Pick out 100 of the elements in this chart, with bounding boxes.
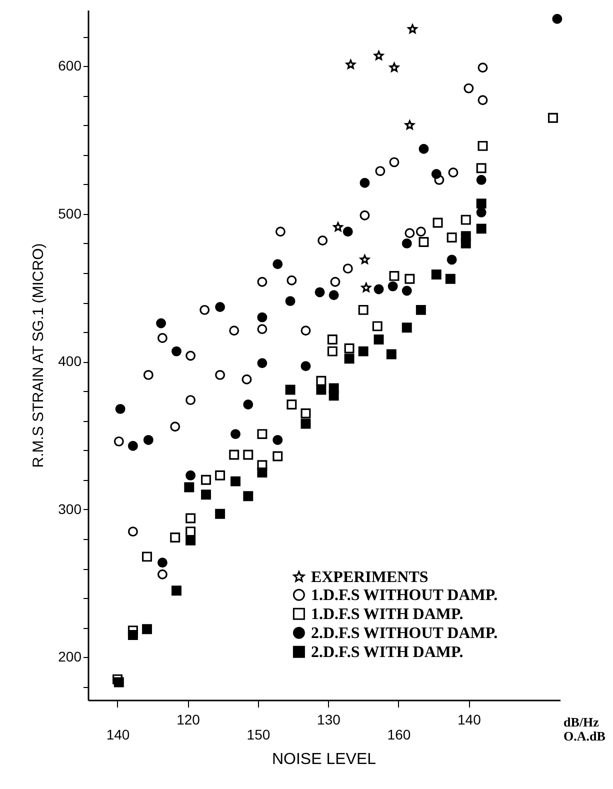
point [476, 224, 486, 234]
point [360, 254, 370, 264]
point [314, 287, 325, 298]
x-tick-label: 130 [317, 712, 341, 728]
point [242, 374, 252, 384]
point [333, 222, 343, 232]
point [143, 434, 154, 445]
point [184, 482, 194, 492]
point [464, 83, 474, 94]
point [142, 624, 152, 634]
point [478, 140, 488, 151]
point [157, 333, 168, 343]
point [358, 304, 368, 315]
point [327, 334, 338, 344]
point [416, 304, 426, 315]
point [318, 236, 328, 246]
point [328, 290, 339, 300]
point [215, 302, 226, 312]
point [446, 232, 457, 243]
point [445, 274, 456, 284]
y-tick-label: 400 [58, 353, 82, 370]
point [257, 358, 268, 368]
point [375, 166, 386, 176]
point [328, 383, 339, 394]
point [386, 349, 396, 360]
point [186, 350, 196, 361]
point [257, 467, 268, 478]
point [257, 429, 268, 440]
point [316, 384, 326, 395]
point [156, 318, 166, 328]
x2-axis-title: O.A.dB [564, 728, 606, 744]
point [215, 508, 226, 519]
point [327, 346, 338, 356]
point [186, 513, 196, 524]
point [172, 346, 182, 356]
point [374, 50, 384, 60]
x-tick-label: 140 [458, 712, 482, 728]
point [402, 238, 412, 248]
point [229, 326, 240, 336]
x2-tick-label: 140 [106, 726, 130, 742]
point [342, 264, 353, 274]
point [300, 408, 311, 418]
y-axis-title: R.M.S STRAIN AT SG.1 (MICRO) [30, 243, 48, 468]
point [286, 400, 297, 410]
point [389, 270, 400, 281]
point [215, 370, 226, 380]
point [460, 214, 471, 225]
legend-label: 1.D.F.S WITH DAMP. [310, 606, 464, 623]
point [374, 284, 384, 294]
point [142, 552, 152, 562]
point [476, 163, 486, 174]
point [143, 370, 154, 380]
point [416, 226, 426, 237]
point [460, 238, 471, 248]
point [389, 157, 400, 168]
x2-tick-label: 160 [387, 726, 411, 742]
point [157, 558, 168, 568]
point [408, 24, 418, 34]
point [446, 254, 457, 265]
point [201, 474, 211, 485]
y-tick-label: 300 [58, 500, 82, 517]
point [243, 491, 254, 502]
point [478, 95, 488, 106]
point [476, 207, 486, 218]
legend-label: 2.D.F.S WITH DAMP. [310, 644, 464, 661]
point [257, 276, 268, 287]
point [360, 178, 370, 188]
y-tick-label: 500 [58, 205, 82, 222]
point [342, 226, 353, 237]
point [114, 677, 124, 688]
y-tick-label: 200 [58, 648, 82, 665]
point [360, 210, 370, 220]
point [286, 275, 297, 286]
point [186, 470, 196, 480]
point [229, 450, 240, 460]
point [128, 526, 138, 537]
point [257, 324, 268, 334]
point [243, 400, 254, 410]
point [402, 286, 412, 296]
point [215, 470, 226, 480]
point [404, 120, 414, 130]
point [186, 526, 196, 537]
point [157, 569, 168, 580]
point [388, 281, 398, 292]
point [243, 450, 254, 460]
point [448, 168, 458, 178]
point [476, 174, 486, 185]
point [330, 276, 340, 287]
point [200, 304, 210, 315]
legend-label: 2.D.F.S WITHOUT DAMP. [310, 624, 498, 642]
point [361, 282, 371, 292]
point [172, 586, 182, 596]
point [346, 60, 356, 69]
point [257, 312, 268, 322]
point [201, 490, 211, 500]
point [418, 144, 429, 154]
point [372, 321, 382, 332]
point [272, 451, 283, 462]
x-tick-label: 120 [176, 712, 200, 728]
point [300, 418, 311, 429]
